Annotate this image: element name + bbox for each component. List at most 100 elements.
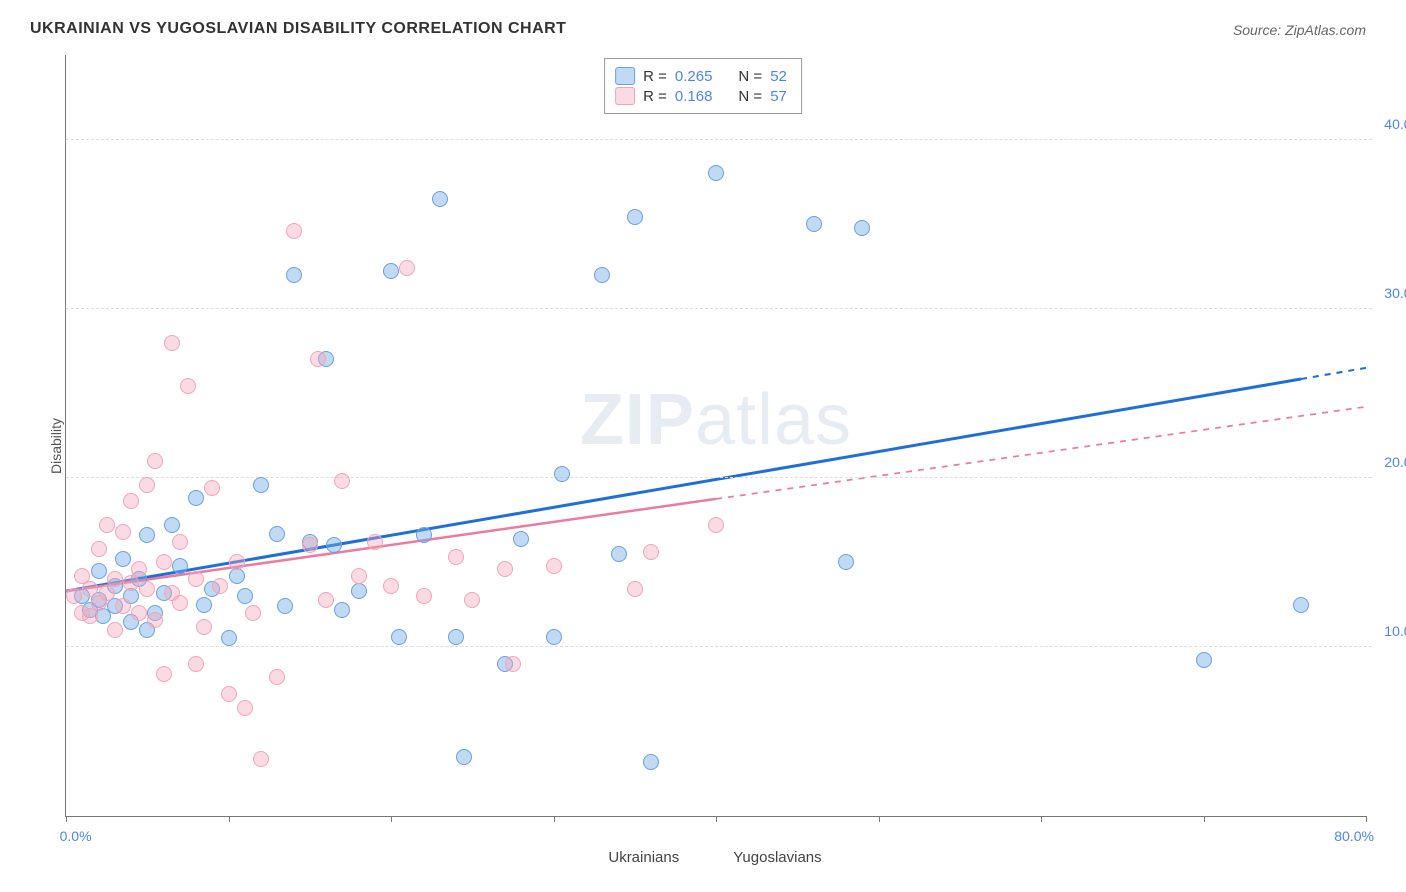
scatter-point-ukr (253, 477, 269, 493)
scatter-point-ukr (432, 191, 448, 207)
series-label-ukr: Ukrainians (608, 849, 679, 866)
scatter-point-ukr (1196, 652, 1212, 668)
scatter-point-yug (139, 477, 155, 493)
scatter-point-yug (546, 558, 562, 574)
scatter-point-yug (66, 588, 82, 604)
x-tick (554, 816, 555, 822)
trend-line-dashed-ukr (1301, 368, 1366, 379)
series-legend-ukr: Ukrainians (584, 849, 679, 866)
scatter-point-yug (123, 575, 139, 591)
scatter-point-yug (156, 666, 172, 682)
scatter-point-yug (115, 524, 131, 540)
y-tick-label: 30.0% (1384, 285, 1406, 301)
scatter-point-ukr (546, 629, 562, 645)
y-tick-label: 10.0% (1384, 623, 1406, 639)
legend-n-label: N = (738, 68, 762, 85)
scatter-point-yug (253, 751, 269, 767)
scatter-point-ukr (196, 597, 212, 613)
scatter-point-ukr (286, 267, 302, 283)
scatter-point-ukr (172, 558, 188, 574)
legend-r-label2: R = (643, 88, 667, 105)
scatter-point-ukr (334, 602, 350, 618)
scatter-point-ukr (383, 263, 399, 279)
x-tick (716, 816, 717, 822)
x-tick (391, 816, 392, 822)
scatter-point-ukr (513, 531, 529, 547)
scatter-point-yug (399, 260, 415, 276)
scatter-point-yug (269, 669, 285, 685)
scatter-point-yug (497, 561, 513, 577)
scatter-point-yug (464, 592, 480, 608)
scatter-point-ukr (391, 629, 407, 645)
scatter-point-yug (310, 351, 326, 367)
gridline (66, 646, 1372, 647)
legend-swatch-ukr (615, 67, 635, 85)
scatter-point-yug (229, 554, 245, 570)
scatter-point-yug (505, 656, 521, 672)
legend-swatch-yug (615, 87, 635, 105)
scatter-point-ukr (326, 537, 342, 553)
trend-line-dashed-yug (716, 407, 1366, 499)
scatter-point-ukr (91, 563, 107, 579)
scatter-point-yug (180, 378, 196, 394)
x-tick-label: 0.0% (60, 828, 92, 844)
legend-n-value-yug: 57 (770, 88, 787, 105)
scatter-point-ukr (708, 165, 724, 181)
scatter-point-yug (627, 581, 643, 597)
scatter-point-yug (131, 605, 147, 621)
legend-row-yug: R = 0.168 N = 57 (615, 87, 787, 105)
scatter-point-ukr (643, 754, 659, 770)
scatter-point-ukr (221, 630, 237, 646)
scatter-point-ukr (277, 598, 293, 614)
scatter-point-ukr (456, 749, 472, 765)
legend-swatch-ukr-icon (584, 850, 602, 866)
y-tick-label: 40.0% (1384, 116, 1406, 132)
scatter-point-yug (286, 223, 302, 239)
scatter-point-ukr (269, 526, 285, 542)
legend-n-value-ukr: 52 (770, 68, 787, 85)
plot-area: ZIPatlas 10.0%20.0%30.0%40.0%0.0%80.0% (65, 55, 1366, 817)
gridline (66, 139, 1372, 140)
scatter-point-yug (221, 686, 237, 702)
x-tick (1366, 816, 1367, 822)
legend-r-value-ukr: 0.265 (675, 68, 713, 85)
scatter-point-yug (204, 480, 220, 496)
x-tick (229, 816, 230, 822)
scatter-point-ukr (416, 527, 432, 543)
scatter-point-yug (139, 581, 155, 597)
scatter-point-ukr (448, 629, 464, 645)
scatter-point-yug (643, 544, 659, 560)
x-tick (66, 816, 67, 822)
y-tick-label: 20.0% (1384, 454, 1406, 470)
legend-row-ukr: R = 0.265 N = 52 (615, 67, 787, 85)
series-legend: Ukrainians Yugoslavians (584, 849, 821, 866)
scatter-point-ukr (351, 583, 367, 599)
scatter-point-ukr (627, 209, 643, 225)
scatter-point-yug (172, 534, 188, 550)
scatter-point-ukr (237, 588, 253, 604)
legend-r-label: R = (643, 68, 667, 85)
scatter-point-ukr (1293, 597, 1309, 613)
scatter-point-ukr (838, 554, 854, 570)
scatter-point-yug (156, 554, 172, 570)
scatter-point-yug (107, 622, 123, 638)
chart-title: UKRAINIAN VS YUGOSLAVIAN DISABILITY CORR… (30, 20, 1366, 38)
scatter-point-yug (107, 571, 123, 587)
correlation-legend: R = 0.265 N = 52 R = 0.168 N = 57 (604, 58, 802, 114)
scatter-point-yug (188, 656, 204, 672)
scatter-point-yug (115, 598, 131, 614)
scatter-point-yug (367, 534, 383, 550)
scatter-point-ukr (139, 527, 155, 543)
scatter-point-yug (91, 541, 107, 557)
scatter-point-yug (383, 578, 399, 594)
scatter-point-ukr (611, 546, 627, 562)
legend-r-value-yug: 0.168 (675, 88, 713, 105)
y-axis-label: Disability (48, 418, 64, 474)
gridline (66, 308, 1372, 309)
scatter-point-ukr (554, 466, 570, 482)
scatter-point-yug (196, 619, 212, 635)
series-legend-yug: Yugoslavians (709, 849, 821, 866)
scatter-point-yug (131, 561, 147, 577)
scatter-point-ukr (806, 216, 822, 232)
scatter-point-yug (123, 493, 139, 509)
